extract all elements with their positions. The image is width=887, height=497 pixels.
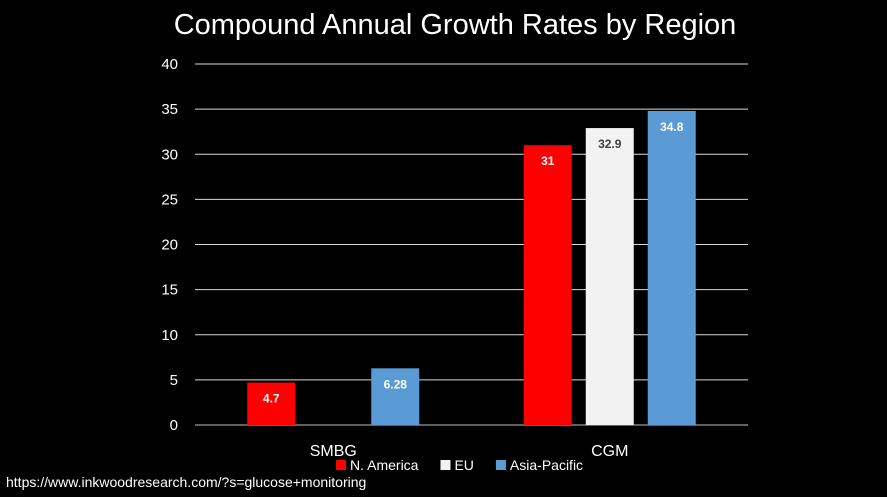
y-tick-label: 10 [161, 327, 178, 344]
legend-label: Asia-Pacific [510, 457, 583, 473]
bar-asia-pacific-smbg [371, 368, 420, 425]
y-tick-label: 30 [161, 146, 178, 163]
y-tick-label: 20 [161, 237, 178, 254]
chart-title: Compound Annual Growth Rates by Region [174, 9, 737, 41]
legend-swatch [440, 460, 451, 470]
data-label: 4.7 [263, 392, 280, 406]
legend: N. America EU Asia-Pacific [336, 457, 583, 473]
y-tick-label: 40 [161, 56, 178, 73]
y-tick-label: 25 [161, 191, 178, 208]
legend-swatch [336, 460, 346, 470]
bar-n-america-cgm [523, 145, 572, 425]
y-axis-ticks: 0 5 10 15 20 25 30 35 40 [161, 56, 178, 434]
bar-asia-pacific-cgm [647, 110, 696, 426]
legend-swatch [495, 460, 506, 470]
gridlines [195, 63, 748, 426]
category-labels: SMBG CGM [310, 443, 629, 460]
y-tick-label: 35 [161, 101, 178, 118]
data-labels: 4.7 6.28 31 32.9 34.8 [263, 120, 684, 406]
source-url: https://www.inkwoodresearch.com/?s=gluco… [6, 474, 366, 490]
legend-label: N. America [350, 457, 419, 473]
bar-eu-cgm [585, 128, 634, 425]
bars [247, 110, 696, 426]
data-label: 34.8 [660, 120, 684, 134]
category-label: CGM [591, 443, 628, 460]
bar-n-america-smbg [247, 382, 296, 425]
data-label: 6.28 [384, 377, 408, 391]
category-label: SMBG [310, 443, 357, 460]
y-tick-label: 5 [170, 372, 178, 389]
data-label: 32.9 [598, 137, 622, 151]
data-label: 31 [541, 154, 555, 168]
legend-label: EU [454, 457, 473, 473]
y-tick-label: 0 [170, 417, 178, 434]
y-tick-label: 15 [161, 282, 178, 299]
